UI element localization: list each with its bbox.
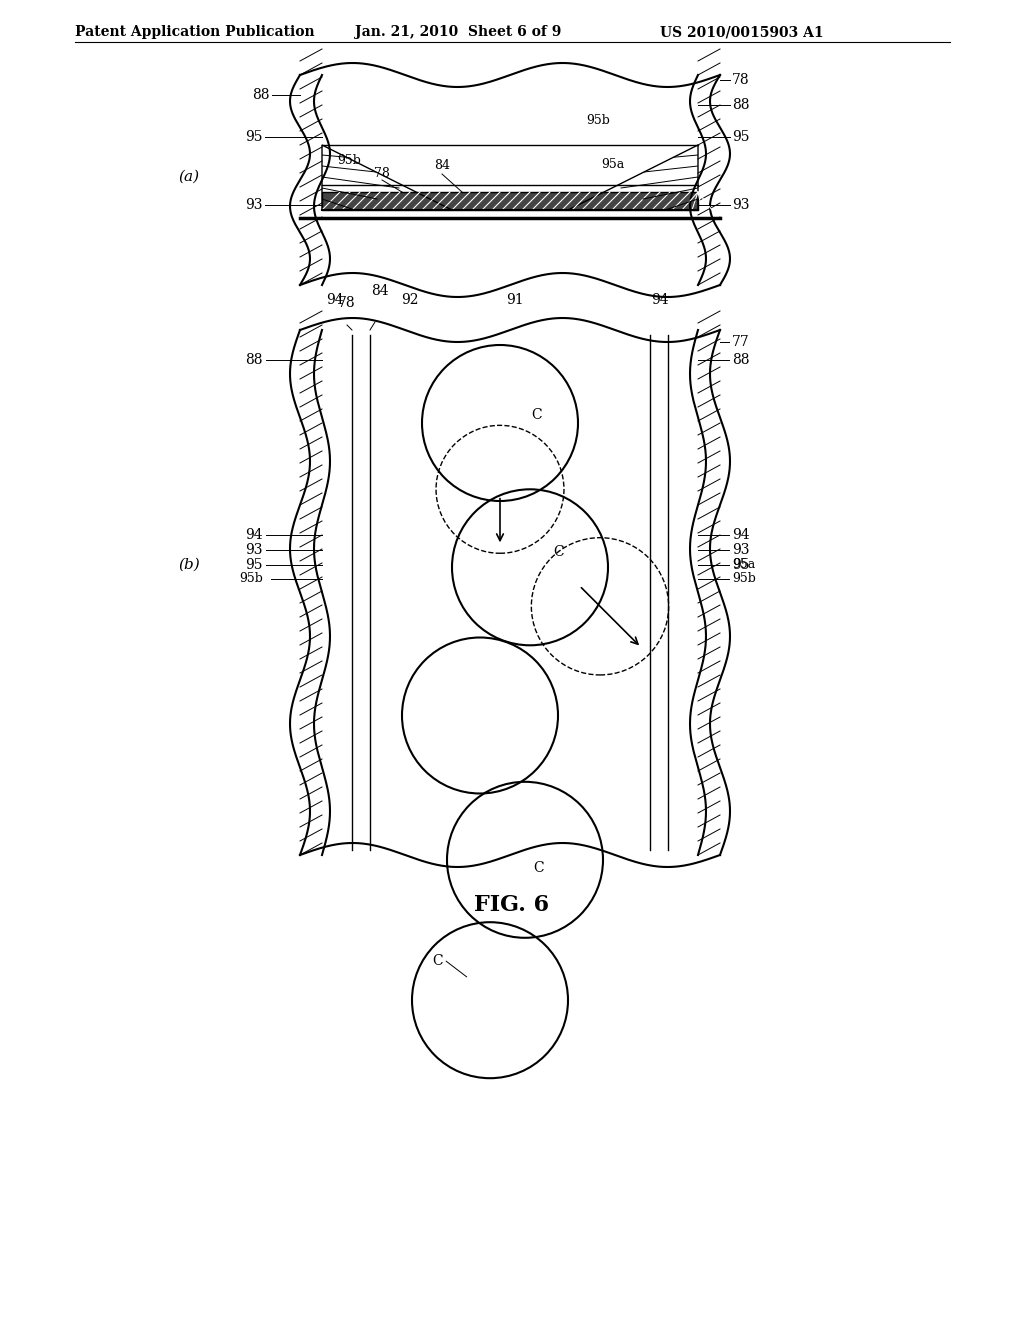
Text: 93: 93 (246, 543, 263, 557)
Text: 95b: 95b (586, 114, 610, 127)
Text: (a): (a) (178, 170, 199, 183)
Text: 94: 94 (327, 293, 344, 308)
Text: 93: 93 (732, 198, 750, 213)
Text: 95: 95 (246, 129, 263, 144)
Text: (b): (b) (178, 558, 200, 572)
Text: 78: 78 (732, 73, 750, 87)
Text: 84: 84 (371, 284, 389, 298)
Text: C: C (531, 408, 542, 422)
Text: C: C (553, 545, 564, 558)
Text: 95: 95 (732, 558, 750, 572)
Bar (295, 75, 327, 285)
Text: 95a: 95a (601, 158, 625, 172)
Text: 94: 94 (651, 293, 669, 308)
Text: 88: 88 (732, 98, 750, 112)
Text: Patent Application Publication: Patent Application Publication (75, 25, 314, 40)
Text: 92: 92 (401, 293, 419, 308)
Text: 78: 78 (374, 168, 390, 180)
Text: 94: 94 (732, 528, 750, 543)
Text: C: C (532, 861, 544, 875)
Text: 93: 93 (246, 198, 263, 213)
Text: 93: 93 (732, 543, 750, 557)
Text: 88: 88 (253, 88, 270, 102)
Text: 95b: 95b (240, 573, 263, 586)
Text: 88: 88 (732, 352, 750, 367)
Text: 91: 91 (506, 293, 524, 308)
Text: 95b: 95b (337, 153, 360, 166)
Text: 77: 77 (732, 335, 750, 348)
Text: 88: 88 (246, 352, 263, 367)
Bar (322, 191, 698, 210)
Text: 95b: 95b (732, 573, 756, 586)
Text: 95: 95 (246, 558, 263, 572)
Text: FIG. 6: FIG. 6 (474, 894, 550, 916)
Text: 84: 84 (434, 158, 450, 172)
Text: C: C (432, 954, 443, 968)
Text: Jan. 21, 2010  Sheet 6 of 9: Jan. 21, 2010 Sheet 6 of 9 (355, 25, 561, 40)
Text: US 2010/0015903 A1: US 2010/0015903 A1 (660, 25, 823, 40)
Text: 95a: 95a (732, 558, 756, 572)
Text: 95: 95 (732, 129, 750, 144)
Text: 78: 78 (338, 296, 355, 310)
Text: 94: 94 (246, 528, 263, 543)
